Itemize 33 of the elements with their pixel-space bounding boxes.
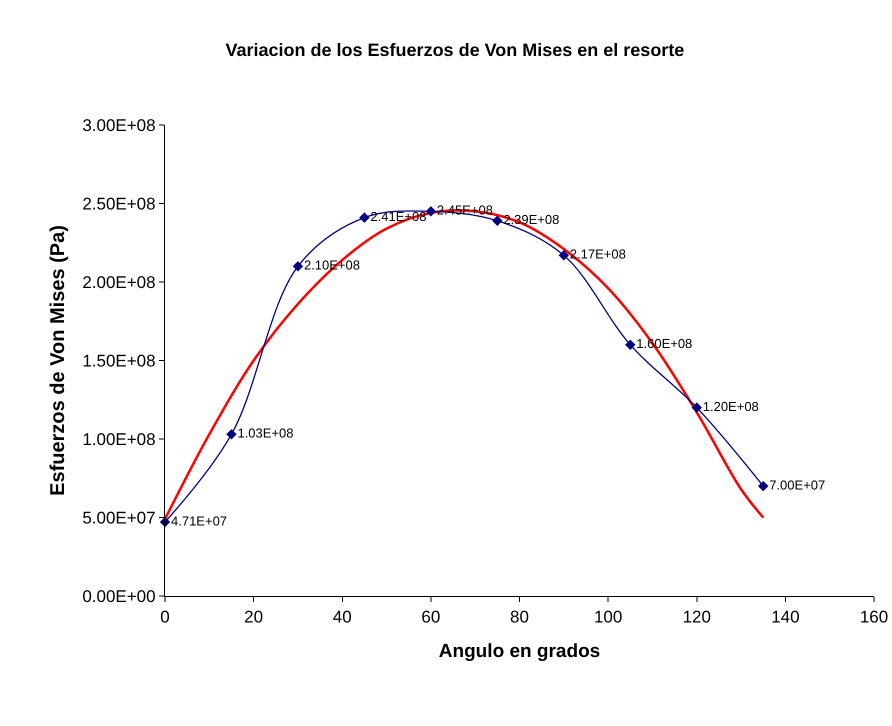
- x-tick-label: 60: [421, 607, 440, 626]
- x-tick-label: 120: [682, 607, 711, 626]
- chart-title: Variacion de los Esfuerzos de Von Mises en el resorte: [226, 40, 684, 60]
- y-axis-title: Esfuerzos de Von Mises (Pa): [46, 225, 69, 496]
- data-label: 7.00E+07: [769, 477, 826, 492]
- point: [292, 261, 304, 272]
- y-tick-label: 3.00E+08: [82, 116, 156, 135]
- data-label: 2.17E+08: [570, 246, 626, 262]
- x-tick-label: 40: [332, 607, 352, 626]
- point: [625, 340, 636, 350]
- point: [426, 206, 436, 217]
- x-tick-label: 80: [510, 607, 529, 626]
- y-tick-label: 1.00E+08: [82, 430, 156, 449]
- point: [758, 480, 768, 492]
- x-tick-label: 0: [160, 607, 170, 626]
- data-label: 1.03E+08: [237, 426, 294, 441]
- point: [492, 216, 503, 226]
- y-tick-label: 2.00E+08: [82, 272, 156, 292]
- point: [359, 212, 370, 223]
- y-tick-label: 2.50E+08: [82, 194, 156, 214]
- x-tick-label: 20: [244, 607, 264, 626]
- data-label: 4.71E+07: [171, 513, 228, 528]
- x-tick-label: 100: [594, 607, 622, 626]
- x-axis-title: Angulo en grados: [438, 641, 600, 662]
- point: [226, 429, 237, 440]
- data-label: 1.20E+08: [702, 398, 759, 414]
- y-tick-label: 0.00E+00: [82, 586, 156, 606]
- y-tick-label: 5.00E+07: [82, 508, 156, 528]
- x-tick-label: 140: [771, 607, 800, 626]
- point: [692, 402, 702, 413]
- x-tick-label: 160: [860, 607, 888, 626]
- y-tick-label: 1.50E+08: [82, 351, 156, 370]
- point: [558, 250, 570, 261]
